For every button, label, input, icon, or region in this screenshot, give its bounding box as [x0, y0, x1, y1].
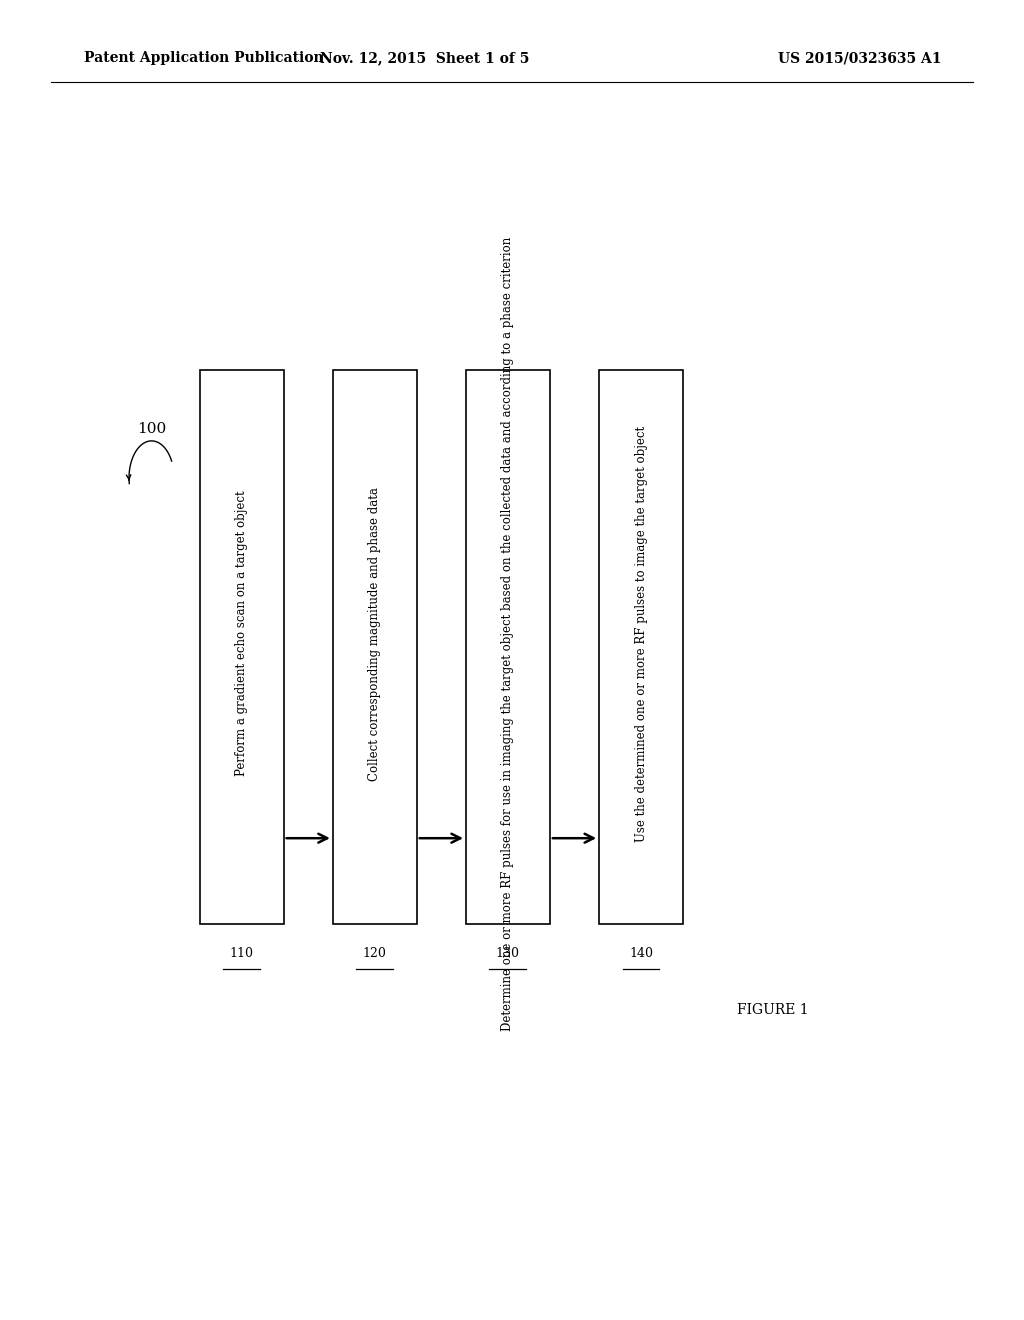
Text: Nov. 12, 2015  Sheet 1 of 5: Nov. 12, 2015 Sheet 1 of 5: [321, 51, 529, 65]
Bar: [333, 370, 417, 924]
Bar: [466, 370, 550, 924]
Text: FIGURE 1: FIGURE 1: [737, 1003, 809, 1016]
Bar: [200, 370, 284, 924]
Bar: [599, 370, 683, 924]
Text: 130: 130: [496, 946, 520, 960]
Text: US 2015/0323635 A1: US 2015/0323635 A1: [778, 51, 942, 65]
Text: 140: 140: [629, 946, 653, 960]
Text: Collect corresponding magnitude and phase data: Collect corresponding magnitude and phas…: [369, 487, 381, 780]
Text: Use the determined one or more RF pulses to image the target object: Use the determined one or more RF pulses…: [635, 425, 647, 842]
Text: 100: 100: [137, 422, 166, 436]
Text: 110: 110: [229, 946, 254, 960]
Text: Determine one or more RF pulses for use in imaging the target object based on th: Determine one or more RF pulses for use …: [502, 236, 514, 1031]
Text: Perform a gradient echo scan on a target object: Perform a gradient echo scan on a target…: [236, 491, 248, 776]
Text: Patent Application Publication: Patent Application Publication: [84, 51, 324, 65]
Text: 120: 120: [362, 946, 387, 960]
